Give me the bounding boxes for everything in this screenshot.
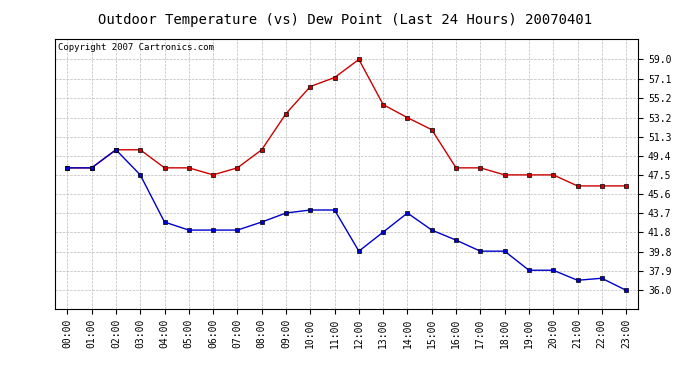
Text: Outdoor Temperature (vs) Dew Point (Last 24 Hours) 20070401: Outdoor Temperature (vs) Dew Point (Last… — [98, 13, 592, 27]
Text: Copyright 2007 Cartronics.com: Copyright 2007 Cartronics.com — [58, 44, 214, 52]
